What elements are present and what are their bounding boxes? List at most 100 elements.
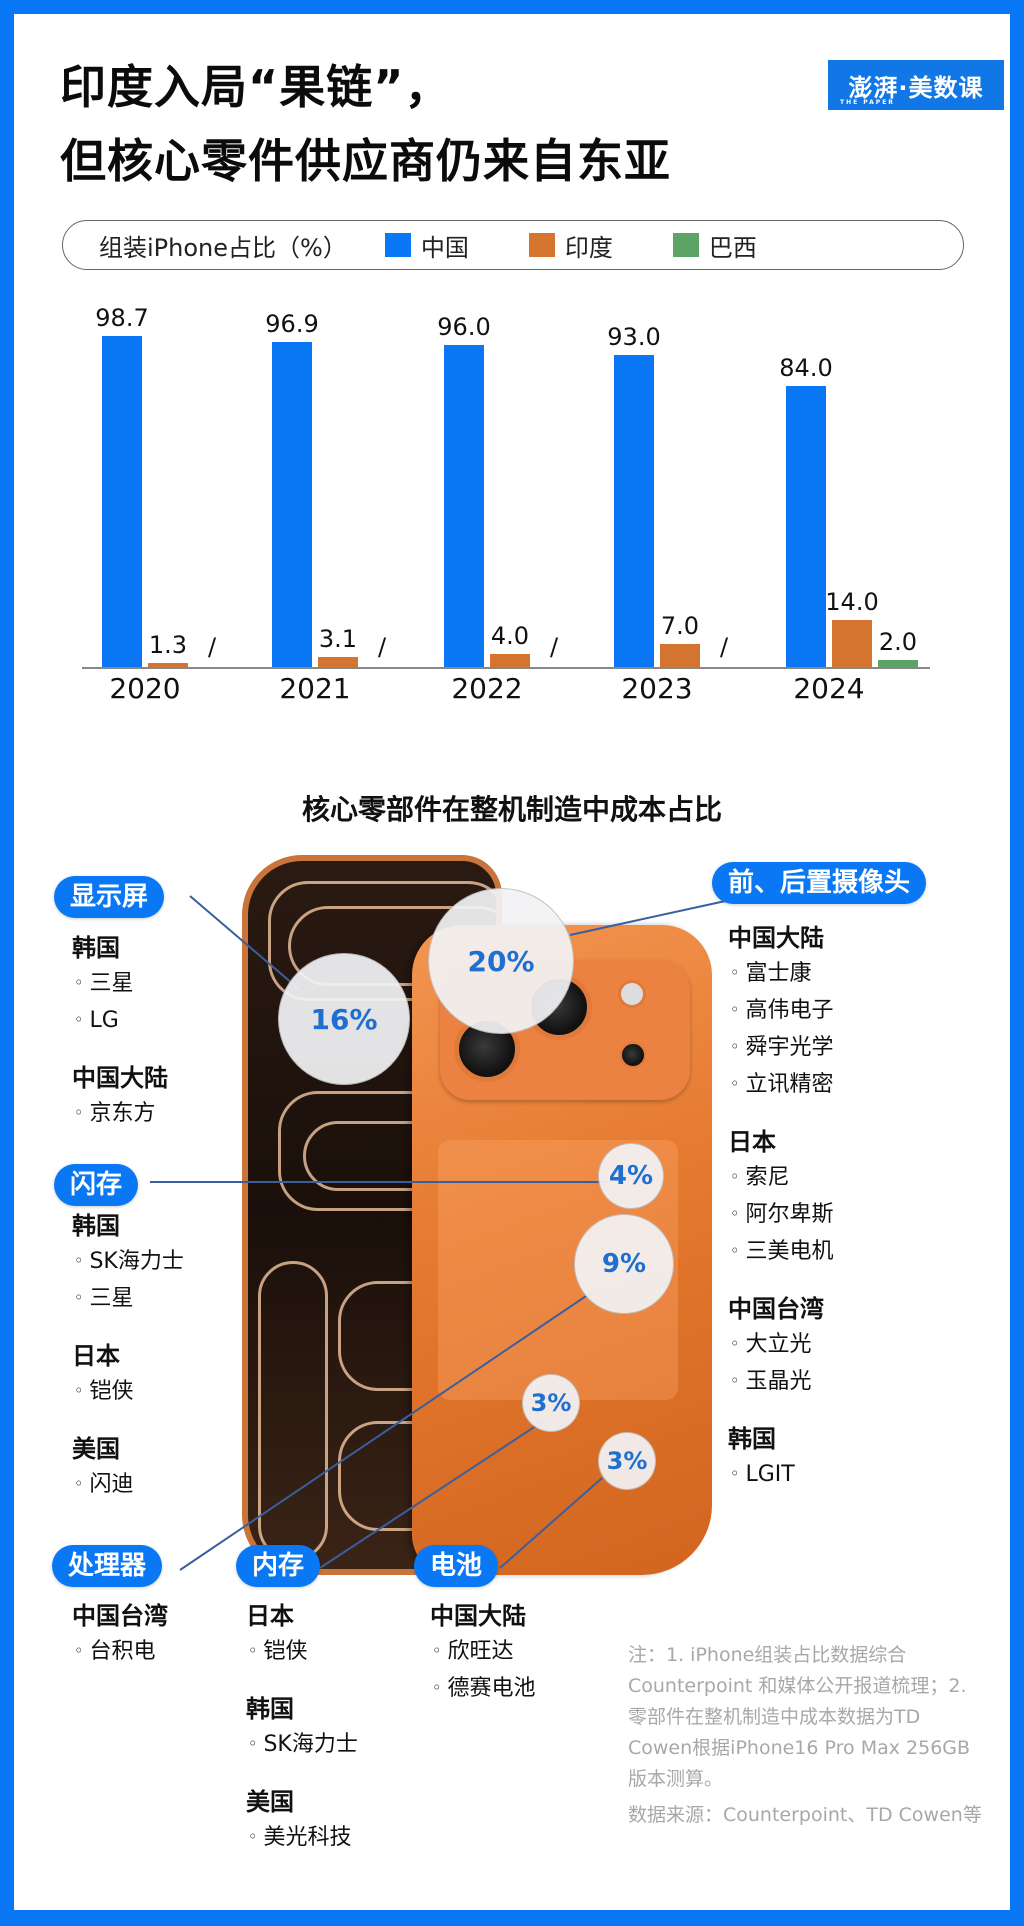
x-axis-tick-label: 2022 <box>451 672 523 705</box>
legend-item-china: 中国 <box>384 228 469 263</box>
supplier-company: LG <box>72 1003 168 1040</box>
supplier-region: 美国 <box>246 1788 294 1816</box>
chart-legend: 组装iPhone占比（%） 中国 印度 巴西 <box>62 220 964 270</box>
bar-value-label: 3.1 <box>318 624 358 653</box>
flash-share-bubble: 4% <box>598 1143 664 1209</box>
bar-value-label: 96.9 <box>265 310 319 339</box>
supplier-region: 中国台湾 <box>728 1295 824 1323</box>
legend-item-brazil: 巴西 <box>672 228 757 263</box>
memory-share-bubble: 3% <box>522 1374 580 1432</box>
flash-icon <box>618 980 646 1008</box>
supplier-region: 日本 <box>72 1342 120 1370</box>
legend-item-india: 印度 <box>528 228 613 263</box>
supplier-company: 欣旺达 <box>430 1634 535 1671</box>
bar-value-label: 98.7 <box>95 304 149 333</box>
supplier-region: 韩国 <box>246 1695 294 1723</box>
bar-中国-2021 <box>272 342 312 667</box>
supplier-company: SK海力士 <box>72 1244 183 1281</box>
display-label: 显示屏 <box>54 876 165 918</box>
supplier-region: 美国 <box>72 1435 120 1463</box>
footnote: 注：1. iPhone组装占比数据综合Counterpoint 和媒体公开报道梳… <box>628 1644 971 1790</box>
supplier-region: 中国大陆 <box>430 1602 526 1630</box>
no-data-marker: / <box>550 633 559 661</box>
spacer <box>72 1040 168 1060</box>
no-data-marker: / <box>208 633 217 661</box>
title-line-2: 但核心零件供应商仍来自东亚 <box>60 134 671 188</box>
supplier-company: 玉晶光 <box>728 1364 833 1401</box>
legend-swatch-china <box>384 233 411 257</box>
supplier-company: 铠侠 <box>246 1634 358 1671</box>
supplier-region: 韩国 <box>72 1212 120 1240</box>
spacer <box>72 1318 184 1338</box>
supplier-company: 高伟电子 <box>728 993 833 1030</box>
supplier-company: 台积电 <box>72 1634 168 1671</box>
supplier-region: 韩国 <box>728 1425 776 1453</box>
bar-value-label: 84.0 <box>779 353 833 382</box>
supplier-company: 索尼 <box>728 1160 833 1197</box>
legend-swatch-india <box>528 233 555 257</box>
bar-印度-2024 <box>832 620 872 667</box>
spacer <box>72 1411 184 1431</box>
brand-logo-subtext: THE PAPER <box>840 99 895 106</box>
supplier-region: 中国大陆 <box>72 1064 168 1092</box>
bar-印度-2020 <box>148 662 188 667</box>
processor-share-bubble: 9% <box>574 1214 674 1314</box>
supplier-company: LGIT <box>728 1457 833 1494</box>
bar-value-label: 96.0 <box>437 313 491 342</box>
bar-value-label: 7.0 <box>660 611 700 640</box>
processor-suppliers: 中国台湾台积电 <box>72 1598 168 1671</box>
supplier-company: 京东方 <box>72 1096 168 1133</box>
spacer <box>728 1271 833 1291</box>
display-suppliers: 韩国三星LG 中国大陆京东方 <box>72 930 168 1133</box>
camera-suppliers: 中国大陆富士康高伟电子舜宇光学立讯精密日本索尼阿尔卑斯三美电机中国台湾大立光玉晶… <box>728 920 833 1494</box>
battery-share-bubble: 3% <box>598 1432 656 1490</box>
flash-label: 闪存 <box>54 1164 139 1206</box>
bar-印度-2023 <box>660 643 700 667</box>
bar-value-label: 93.0 <box>607 323 661 352</box>
supplier-company: 富士康 <box>728 956 833 993</box>
bar-印度-2021 <box>318 656 358 667</box>
supplier-company: 三星 <box>72 1281 184 1318</box>
supplier-company: 德赛电池 <box>430 1671 535 1708</box>
supplier-region: 日本 <box>246 1602 294 1630</box>
legend-label: 巴西 <box>708 233 757 262</box>
display-share-bubble: 16% <box>278 953 410 1085</box>
spacer <box>728 1401 833 1421</box>
bar-中国-2022 <box>444 345 484 667</box>
x-axis-tick-label: 2024 <box>793 672 865 705</box>
x-axis-tick-label: 2021 <box>279 672 351 705</box>
processor-label: 处理器 <box>52 1545 163 1587</box>
bar-中国-2023 <box>614 355 654 667</box>
bar-中国-2024 <box>786 385 826 667</box>
supplier-company: 闪迪 <box>72 1467 184 1504</box>
no-data-marker: / <box>378 633 387 661</box>
supplier-region: 中国台湾 <box>72 1602 168 1630</box>
bar-value-label: 4.0 <box>490 621 530 650</box>
supplier-company: 美光科技 <box>246 1820 358 1857</box>
bar-中国-2020 <box>102 336 142 667</box>
supplier-company: 三美电机 <box>728 1234 833 1271</box>
title-line-1: 印度入局“果链”， <box>60 60 452 114</box>
data-source: 数据来源：Counterpoint、TD Cowen等 <box>628 1804 982 1826</box>
supplier-company: 三星 <box>72 966 168 1003</box>
supplier-region: 中国大陆 <box>728 924 824 952</box>
legend-title: 组装iPhone占比（%） <box>99 233 347 262</box>
supplier-company: 阿尔卑斯 <box>728 1197 833 1234</box>
bar-value-label: 1.3 <box>148 630 188 659</box>
brand-logo-text: 澎湃·美数课 <box>848 73 984 102</box>
spacer <box>728 1104 833 1124</box>
legend-label: 中国 <box>420 233 469 262</box>
memory-label: 内存 <box>236 1545 321 1587</box>
memory-suppliers: 日本铠侠韩国 SK海力士美国美光科技 <box>246 1598 358 1857</box>
supplier-company: 铠侠 <box>72 1374 184 1411</box>
spacer <box>246 1764 358 1784</box>
x-axis-tick-label: 2023 <box>621 672 693 705</box>
components-title: 核心零部件在整机制造中成本占比 <box>301 793 722 826</box>
battery-label: 电池 <box>414 1545 499 1587</box>
brand-logo: 澎湃·美数课 THE PAPER <box>828 60 1004 110</box>
supplier-company: SK海力士 <box>246 1727 357 1764</box>
supplier-company: 立讯精密 <box>728 1067 833 1104</box>
camera-label: 前、后置摄像头 <box>712 862 927 904</box>
camera-share-bubble: 20% <box>428 888 574 1034</box>
spacer <box>246 1671 358 1691</box>
